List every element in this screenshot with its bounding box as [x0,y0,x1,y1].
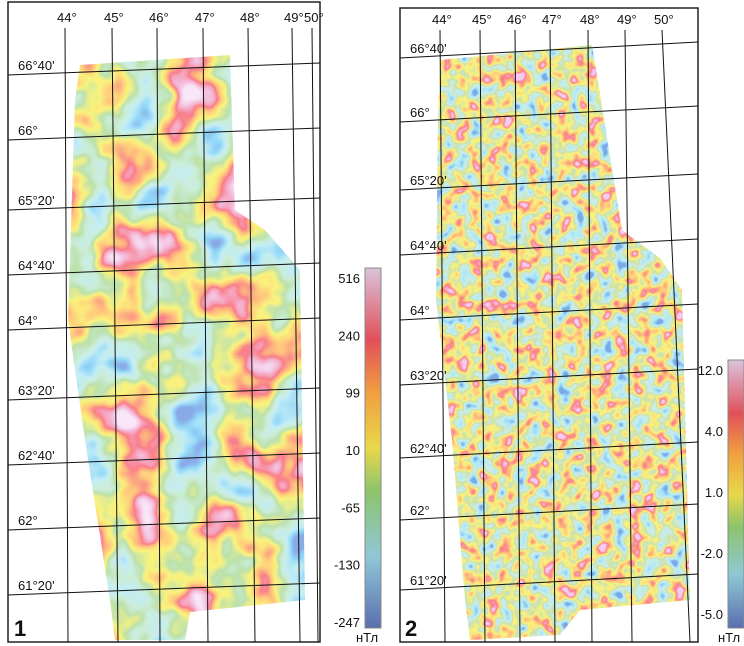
colorbar-label: 99 [346,386,360,401]
colorbar-label: 516 [338,271,360,286]
colorbar-label: 4.0 [705,424,723,439]
longitude-label: 48° [240,10,260,25]
latitude-label: 66° [18,123,38,138]
colorbar [365,268,381,628]
latitude-label: 65°20' [18,193,55,208]
anomaly-map [430,40,692,646]
latitude-label: 62°40' [18,448,55,463]
panel-2: 44°45°46°47°48°49°50°66°40'66°65°20'64°4… [400,8,744,646]
longitude-label: 46° [149,10,169,25]
panel-1: 44° 45° 46° 47° 48° 49°50° 66°40' 66° 65°20' 64°4… [8,2,381,646]
meridian [65,28,68,642]
latitude-label: 64° [410,303,430,318]
colorbar-label: -247 [334,615,360,630]
colorbar [728,360,744,628]
colorbar-label: 240 [338,328,360,343]
latitude-label: 64°40' [410,238,447,253]
panel-number: 1 [14,616,26,641]
latitude-label: 66° [410,105,430,120]
colorbar-label: 10 [346,443,360,458]
longitude-label: 46° [507,12,527,27]
colorbar-labels: 12.0 4.0 1.0 -2.0 -5.0 [698,363,723,622]
longitude-label: 47° [542,12,562,27]
latitude-label: 63°20' [18,383,55,398]
latitude-label: 62° [18,513,38,528]
longitude-label: 49° [284,10,304,25]
unit: нТл [356,630,378,645]
longitude-label: 50° [304,10,324,25]
anomaly-map [60,40,320,646]
longitude-label: 49° [617,12,637,27]
latitude-label: 62°40' [410,441,447,456]
colorbar-label: -130 [334,558,360,573]
colorbar-label: -2.0 [701,546,723,561]
longitude-label: 47° [195,10,215,25]
colorbar-label: -5.0 [701,607,723,622]
latitude-label: 64° [18,313,38,328]
panel-number: 2 [405,616,417,641]
latitude-label: 61°20' [18,578,55,593]
latitude-label: 61°20' [410,573,447,588]
longitude-label: 45° [104,10,124,25]
figure: 44°45°46°47°48°49°50°66°40'66°65°20'64°4… [0,0,744,646]
longitude-label: 44° [57,10,77,25]
latitude-label: 65°20' [410,173,447,188]
unit: нТл [718,630,740,645]
meridian [312,28,318,642]
latitude-label: 64°40' [18,258,55,273]
latitude-label: 66°40' [410,41,447,56]
latitude-label: 66°40' [18,58,55,73]
colorbar-label: 12.0 [698,363,723,378]
longitude-label: 48° [580,12,600,27]
longitude-label: 45° [472,12,492,27]
colorbar-label: 1.0 [705,485,723,500]
colorbar-label: -65 [341,500,360,515]
colorbar-labels: 516 240 99 10 -65 -130 -247 [334,271,360,630]
longitude-label: 44° [432,12,452,27]
latitude-label: 62° [410,503,430,518]
longitude-label: 50° [654,12,674,27]
latitude-label: 63°20' [410,368,447,383]
